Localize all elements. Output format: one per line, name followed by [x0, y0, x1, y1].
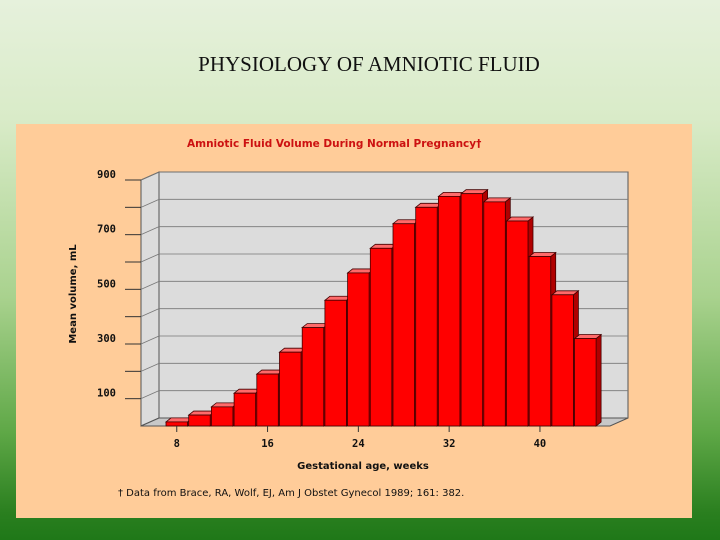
bar-front	[551, 294, 574, 427]
x-axis-label: Gestational age, weeks	[297, 461, 429, 472]
chart-panel: Amniotic Fluid Volume During Normal Preg…	[16, 124, 692, 518]
left-wall	[140, 171, 160, 427]
bar-top	[573, 334, 603, 339]
y-tick-label: 700	[97, 224, 116, 236]
bar-front	[256, 373, 279, 427]
bar-front	[347, 272, 370, 427]
gridline-side	[140, 280, 160, 290]
footnote: † Data from Brace, RA, Wolf, EJ, Am J Ob…	[118, 488, 464, 499]
x-tick-label: 32	[443, 438, 456, 450]
bar-front	[460, 193, 484, 427]
bar-front	[324, 299, 347, 427]
gridline-side	[140, 308, 160, 318]
y-tick-label: 300	[97, 333, 116, 345]
gridline-side	[140, 253, 160, 263]
chart-title: Amniotic Fluid Volume During Normal Preg…	[187, 138, 481, 150]
bars	[164, 188, 603, 427]
bar-front	[369, 247, 393, 427]
bar-front	[165, 421, 188, 427]
bar-front	[233, 392, 257, 427]
gridline-side	[140, 390, 160, 400]
y-tick-label: 500	[97, 278, 116, 290]
bar-front	[437, 196, 461, 427]
x-tick-label: 8	[174, 438, 180, 450]
bar-front	[279, 351, 302, 427]
y-tick-labels: 100 300 500 700 900	[97, 169, 116, 400]
slide-title: PHYSIOLOGY OF AMNIOTIC FLUID	[198, 52, 540, 76]
gridline-side	[140, 171, 160, 181]
bar-top	[459, 189, 489, 195]
y-tick-label: 900	[97, 169, 116, 181]
bar-front	[210, 406, 234, 427]
gridline-side	[140, 226, 160, 236]
bar-front	[506, 220, 529, 427]
x-tick-labels: 8 16 24 32 40	[174, 426, 547, 450]
amniotic-fluid-chart: Amniotic Fluid Volume During Normal Preg…	[68, 138, 629, 499]
bar-front	[188, 414, 211, 427]
gridline-side	[140, 198, 160, 208]
x-tick-label: 16	[261, 438, 274, 450]
gridline-side	[140, 335, 160, 345]
y-axis-label: Mean volume, mL	[68, 244, 79, 344]
x-tick-label: 24	[352, 438, 365, 450]
gridline-side	[140, 362, 160, 372]
bar-front	[483, 201, 506, 427]
bar-front	[301, 327, 325, 427]
bar	[573, 333, 603, 427]
y-tick-label: 100	[97, 388, 116, 400]
bar-top	[505, 216, 535, 222]
bar-side	[595, 333, 602, 427]
bar-front	[528, 256, 552, 427]
bar-front	[574, 338, 597, 427]
bar-top	[482, 197, 512, 203]
x-tick-label: 40	[534, 438, 547, 450]
bar-front	[415, 206, 438, 427]
bar-front	[392, 223, 415, 427]
bar-top	[550, 290, 580, 296]
bar-top	[528, 252, 557, 257]
